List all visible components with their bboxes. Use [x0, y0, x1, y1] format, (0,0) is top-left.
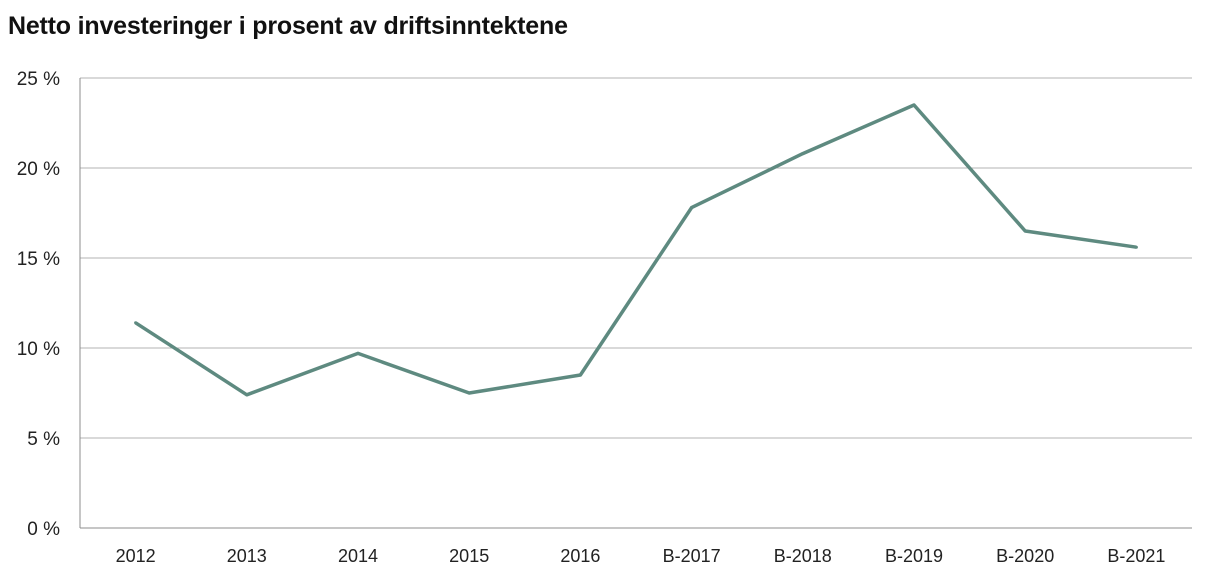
chart-title: Netto investeringer i prosent av driftsi…	[8, 12, 568, 40]
y-tick-label: 5 %	[27, 429, 60, 450]
x-tick-label: 2016	[560, 546, 600, 566]
x-tick-label: B-2019	[885, 546, 943, 566]
data-point	[356, 351, 360, 355]
x-tick-label: 2014	[338, 546, 378, 566]
x-tick-label: 2012	[116, 546, 156, 566]
series-group	[134, 103, 1138, 397]
x-tick-label: 2015	[449, 546, 489, 566]
gridlines	[80, 77, 1192, 439]
data-point	[1134, 245, 1138, 249]
data-point	[690, 206, 694, 210]
y-tick-label: 10 %	[17, 339, 60, 360]
x-tick-label: B-2018	[774, 546, 832, 566]
y-tick-label: 20 %	[17, 159, 60, 180]
y-tick-label: 15 %	[17, 249, 60, 270]
data-point	[912, 103, 916, 107]
axes	[79, 78, 1192, 529]
y-tick-label: 25 %	[17, 69, 60, 90]
x-axis-ticks: 2012 2013 2014 2015 2016 B-2017 B-2018 B-2019 B-…	[116, 546, 1166, 566]
x-tick-label: B-2017	[663, 546, 721, 566]
data-point	[245, 393, 249, 397]
y-tick-label: 0 %	[27, 519, 60, 540]
data-point	[1023, 229, 1027, 233]
x-tick-label: B-2021	[1107, 546, 1165, 566]
data-point	[801, 152, 805, 156]
data-point	[467, 391, 471, 395]
x-tick-label: 2013	[227, 546, 267, 566]
data-point	[578, 373, 582, 377]
data-point	[134, 321, 138, 325]
series-line	[134, 103, 1137, 397]
y-axis-ticks: 0 % 5 % 10 % 15 % 20 % 25 %	[17, 69, 60, 540]
x-tick-label: B-2020	[996, 546, 1054, 566]
